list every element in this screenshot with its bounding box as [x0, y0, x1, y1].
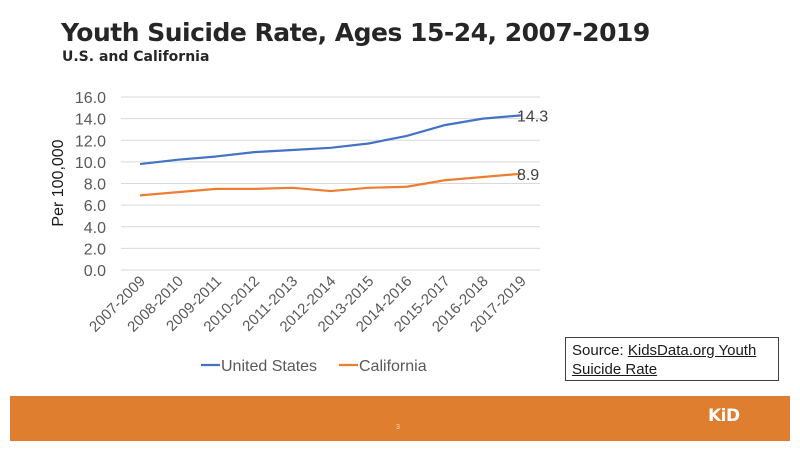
- source-link[interactable]: KidsData.org Youth Suicide Rate: [572, 342, 757, 378]
- y-tick-label: 6.0: [84, 198, 106, 215]
- series-line-california: [139, 172, 522, 197]
- y-tick-label: 8.0: [84, 177, 106, 194]
- gridlines: [121, 96, 540, 271]
- y-tick-label: 12.0: [75, 133, 106, 150]
- series-lines: [139, 114, 522, 197]
- series-line-united-states: [139, 114, 522, 166]
- x-axis-ticks: 2007-20092008-20102009-20112010-20122011…: [86, 273, 530, 336]
- slide-subtitle: U.S. and California: [62, 49, 210, 65]
- y-tick-label: 2.0: [84, 241, 106, 258]
- y-axis-ticks: 0.0 2.0 4.0 6.0 8.0 10.0 12.0 14.0 16.0: [75, 90, 106, 280]
- legend: United States California: [201, 358, 427, 375]
- footer-bar: [10, 396, 790, 441]
- page-number: 3: [396, 424, 400, 431]
- slide-title: Youth Suicide Rate, Ages 15-24, 2007-201…: [61, 18, 650, 47]
- kidsdata-logo: KiD: [708, 406, 740, 426]
- legend-label: United States: [221, 358, 317, 375]
- legend-label: California: [359, 358, 427, 375]
- data-labels: 14.3 8.9: [517, 108, 548, 183]
- end-data-label: 8.9: [517, 167, 539, 184]
- y-tick-label: 0.0: [84, 263, 106, 280]
- end-data-label: 14.3: [517, 108, 548, 125]
- y-tick-label: 4.0: [84, 220, 106, 237]
- source-prefix: Source:: [572, 342, 628, 359]
- line-chart: 0.0 2.0 4.0 6.0 8.0 10.0 12.0 14.0 16.0 Per 100,…: [50, 90, 548, 375]
- y-tick-label: 10.0: [75, 155, 106, 172]
- y-tick-label: 16.0: [75, 90, 106, 107]
- source-box: Source: KidsData.org Youth Suicide Rate: [565, 337, 779, 381]
- y-tick-label: 14.0: [75, 112, 106, 129]
- y-axis-label: Per 100,000: [50, 139, 67, 226]
